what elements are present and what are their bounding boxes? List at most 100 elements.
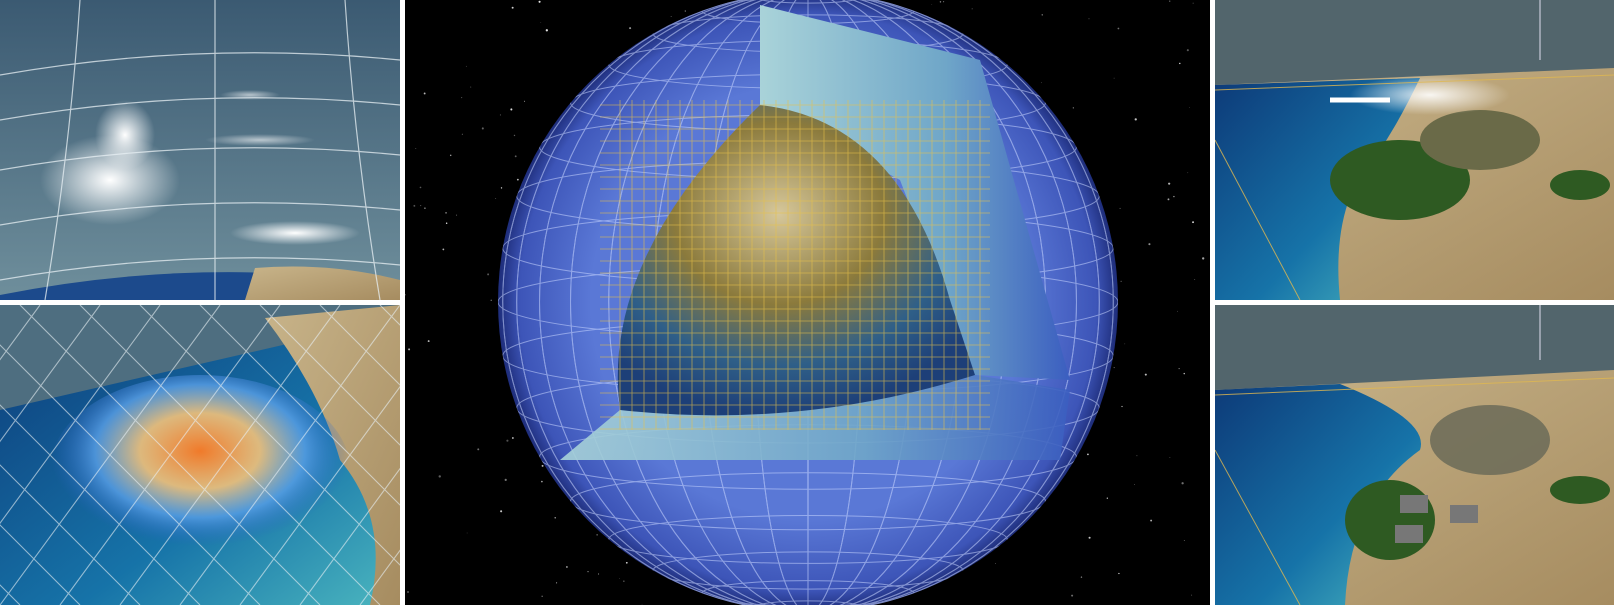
sphere-grid-line — [652, 551, 964, 590]
star — [939, 1, 942, 3]
grid-line — [0, 305, 41, 361]
panel-heat — [0, 305, 400, 605]
grid-line — [0, 404, 201, 605]
star — [461, 97, 463, 99]
star — [523, 100, 526, 102]
star — [415, 148, 417, 149]
star — [1134, 484, 1135, 485]
star — [1181, 482, 1184, 485]
star — [1113, 77, 1115, 79]
star — [538, 0, 541, 3]
star — [438, 475, 441, 478]
star — [500, 187, 503, 189]
star — [1071, 594, 1074, 597]
star — [1167, 198, 1170, 201]
star — [514, 155, 517, 158]
star — [1148, 243, 1151, 246]
star — [598, 573, 600, 575]
grid-line — [344, 0, 381, 300]
star — [477, 448, 480, 451]
star — [1183, 372, 1185, 375]
star — [670, 16, 672, 17]
star — [1179, 62, 1181, 65]
star — [427, 340, 430, 343]
star — [1177, 310, 1178, 312]
star — [1106, 497, 1108, 499]
star — [554, 516, 556, 519]
star — [1088, 536, 1091, 539]
star — [541, 480, 543, 483]
star — [587, 571, 589, 573]
grid-line — [0, 202, 400, 226]
sphere-grid-line — [701, 580, 915, 605]
star — [596, 534, 598, 536]
star — [500, 510, 503, 513]
grid-line — [0, 305, 101, 443]
grid-line — [0, 147, 400, 171]
grid-line — [44, 0, 81, 300]
grid-line — [0, 257, 400, 281]
star — [516, 178, 519, 181]
star — [1113, 367, 1115, 369]
star — [445, 222, 448, 224]
star — [408, 348, 411, 351]
star — [1194, 279, 1196, 280]
sphere-grid-line — [570, 472, 1046, 531]
grid-line — [0, 52, 400, 76]
star — [1169, 0, 1171, 2]
star — [684, 10, 686, 12]
star — [1191, 594, 1193, 596]
star — [461, 133, 463, 135]
panel-coast-cloud — [1215, 0, 1614, 300]
grid-line — [19, 305, 321, 605]
star — [490, 299, 492, 302]
star — [943, 1, 945, 3]
star — [1173, 195, 1175, 198]
panel-clouds — [0, 0, 400, 300]
star — [541, 464, 544, 467]
star — [465, 65, 467, 67]
star — [1186, 49, 1189, 52]
star — [466, 532, 468, 534]
star — [1169, 457, 1171, 458]
star — [495, 198, 497, 199]
star — [641, 603, 643, 605]
star — [1134, 118, 1137, 121]
grid-line — [139, 305, 400, 566]
star — [420, 205, 422, 207]
star — [506, 439, 509, 442]
star — [1121, 405, 1123, 408]
star — [1187, 172, 1189, 174]
star — [419, 186, 422, 189]
star — [629, 27, 632, 30]
star — [499, 114, 502, 116]
sphere-grid-line — [753, 0, 863, 4]
star — [1088, 18, 1090, 20]
star — [1192, 221, 1194, 224]
star — [1120, 280, 1122, 283]
star — [995, 563, 997, 565]
star — [487, 273, 490, 276]
star — [449, 154, 452, 157]
star — [445, 212, 447, 214]
grid-line — [0, 344, 261, 605]
star — [931, 4, 933, 5]
grid-line — [359, 549, 400, 605]
sphere-grid-line — [516, 0, 1100, 605]
star — [1178, 367, 1180, 370]
grid-line — [0, 97, 400, 121]
star — [423, 92, 426, 95]
star — [1072, 107, 1074, 109]
star — [566, 566, 568, 568]
star — [545, 29, 548, 32]
star — [1136, 455, 1138, 457]
star — [1144, 373, 1147, 376]
star — [1192, 2, 1194, 4]
grid-line — [259, 305, 400, 446]
sphere-grid-line — [502, 0, 1114, 605]
grid-line — [299, 467, 400, 605]
star — [413, 204, 416, 207]
star — [1124, 343, 1126, 345]
grid-line — [0, 464, 141, 605]
grid-line — [0, 524, 81, 605]
